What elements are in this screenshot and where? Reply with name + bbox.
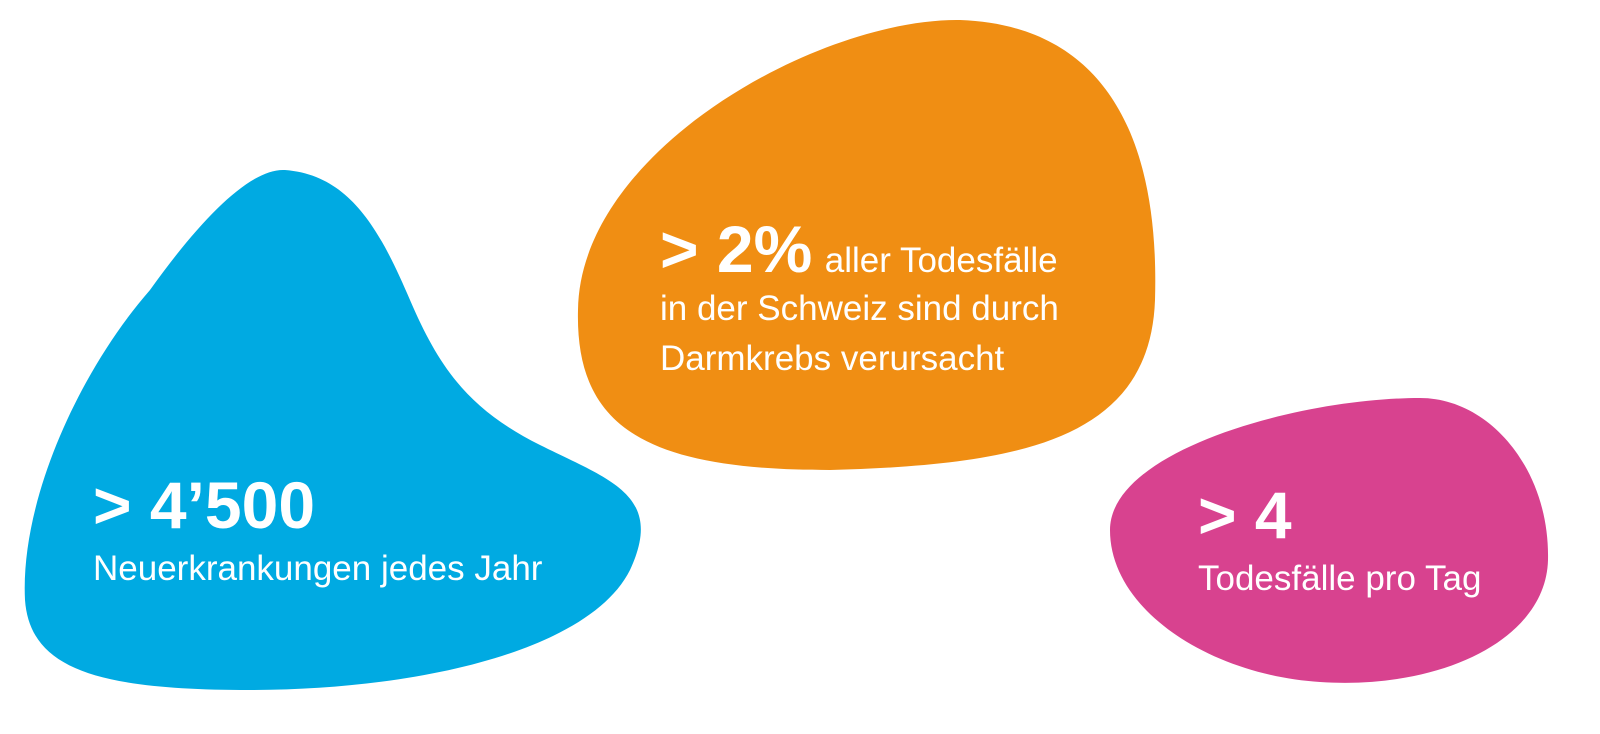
- stat-label: Todesfälle pro Tag: [1198, 559, 1481, 598]
- stat-line: > 2% aller Todesfälle: [660, 212, 1058, 286]
- stat-label: Darmkrebs verursacht: [660, 339, 1005, 378]
- pink-blob: [1110, 398, 1549, 683]
- stat-value: > 2%: [660, 212, 812, 286]
- stat-label: in der Schweiz sind durch: [660, 289, 1059, 328]
- blue-blob: [24, 169, 641, 690]
- stat-value: > 4: [1198, 478, 1292, 552]
- stat-label: Neuerkrankungen jedes Jahr: [93, 549, 543, 588]
- stat-label: aller Todesfälle: [825, 241, 1058, 280]
- orange-blob: [577, 19, 1156, 470]
- stat-value: > 4’500: [93, 468, 315, 542]
